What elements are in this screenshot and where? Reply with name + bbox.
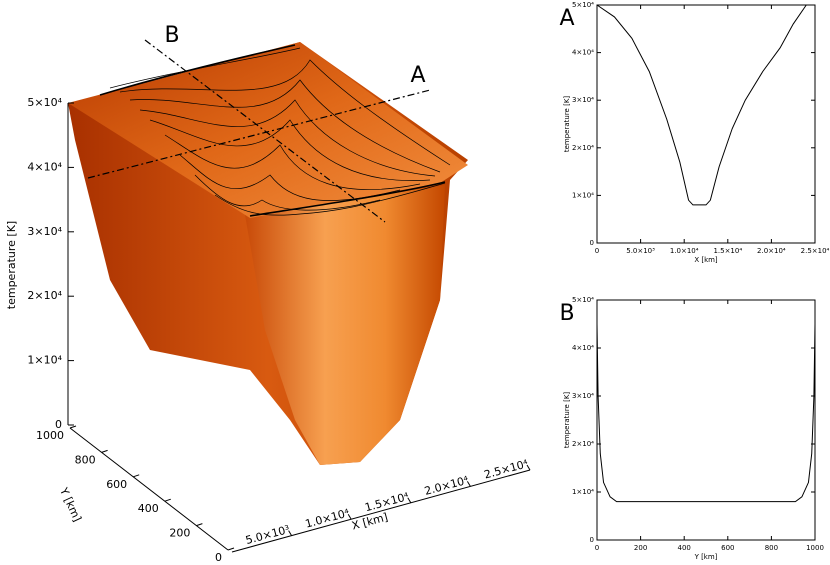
x-tick-label: 2.5×10⁴ <box>801 247 830 255</box>
x-tick-label: 2.0×10⁴ <box>423 473 471 497</box>
y-tick <box>101 449 108 453</box>
x-tick-label: 0 <box>595 247 599 255</box>
y-tick-label: 2×10⁴ <box>572 440 594 448</box>
y-tick-label: 1×10⁴ <box>572 191 594 199</box>
x-tick-label: 2.0×10⁴ <box>757 247 786 255</box>
y-tick-label: 0 <box>590 536 594 544</box>
annotation: A <box>410 63 425 88</box>
y-tick-label: 4×10⁴ <box>572 49 594 57</box>
x-tick-label: 0 <box>595 544 599 552</box>
y-tick-label: 1×10⁴ <box>572 488 594 496</box>
y-tick-label: 200 <box>169 527 190 540</box>
x-tick-label: 1.0×10⁴ <box>670 247 699 255</box>
y-tick-label: 600 <box>106 478 127 491</box>
x-tick <box>526 464 531 471</box>
x-tick-label: 1.5×10⁴ <box>363 490 411 514</box>
y-tick <box>196 523 203 527</box>
x-tick-label: 400 <box>678 544 691 552</box>
z-axis-label: temperature [K] <box>5 221 18 309</box>
y-axis-label: Y [km] <box>57 485 84 524</box>
x-tick-label: 200 <box>634 544 647 552</box>
axes-3d <box>67 103 531 553</box>
surface <box>68 39 468 465</box>
plot-frame <box>596 299 816 541</box>
line <box>596 323 816 503</box>
line <box>596 4 807 206</box>
y-tick <box>227 547 235 551</box>
z-tick-label: 2×10⁴ <box>27 289 62 302</box>
annotation: B <box>164 23 179 48</box>
x-tick <box>407 497 412 504</box>
y-tick <box>164 498 171 502</box>
x-tick <box>466 481 471 487</box>
y-tick-label: 5×10⁴ <box>572 296 594 304</box>
y-tick <box>133 474 140 478</box>
x-axis-label: X [km] <box>350 510 389 532</box>
x-tick-label: 2.5×10⁴ <box>483 457 531 481</box>
x-tick-label: 600 <box>721 544 734 552</box>
x-axis-label: Y [km] <box>694 553 718 561</box>
y-axis-label: temperature [K] <box>563 392 571 449</box>
y-tick-label: 2×10⁴ <box>572 144 594 152</box>
x-tick-label: 1000 <box>806 544 824 552</box>
z-tick-label: 5×10⁴ <box>27 96 62 109</box>
y-tick <box>69 425 77 429</box>
x-tick-label: 5.0×10³ <box>244 523 291 547</box>
y-tick-label: 0 <box>590 239 594 247</box>
x-tick-label: 1.0×10⁴ <box>304 506 352 530</box>
x-axis-label: X [km] <box>694 256 718 264</box>
y-axis-label: temperature [K] <box>563 96 571 153</box>
y-tick-label: 0 <box>215 551 222 564</box>
panel-label: A <box>559 6 574 31</box>
z-tick-label: 0 <box>55 418 62 431</box>
x-tick-label: 1.5×10⁴ <box>713 247 742 255</box>
x-tick-label: 5.0×10³ <box>626 247 655 255</box>
panel-label: B <box>559 301 574 326</box>
x-tick <box>288 530 293 536</box>
y-tick-label: 400 <box>138 502 159 515</box>
y-tick-label: 1000 <box>36 429 64 442</box>
x-tick-label: 800 <box>765 544 778 552</box>
y-tick-label: 800 <box>75 453 96 466</box>
z-tick-label: 4×10⁴ <box>27 160 62 173</box>
plot-frame <box>596 4 816 244</box>
z-tick-label: 1×10⁴ <box>27 354 62 367</box>
z-tick-label: 3×10⁴ <box>27 225 62 238</box>
y-tick-label: 3×10⁴ <box>572 392 594 400</box>
x-tick <box>347 513 352 520</box>
y-tick-label: 3×10⁴ <box>572 96 594 104</box>
y-tick-label: 5×10⁴ <box>572 1 594 9</box>
y-tick-label: 4×10⁴ <box>572 344 594 352</box>
